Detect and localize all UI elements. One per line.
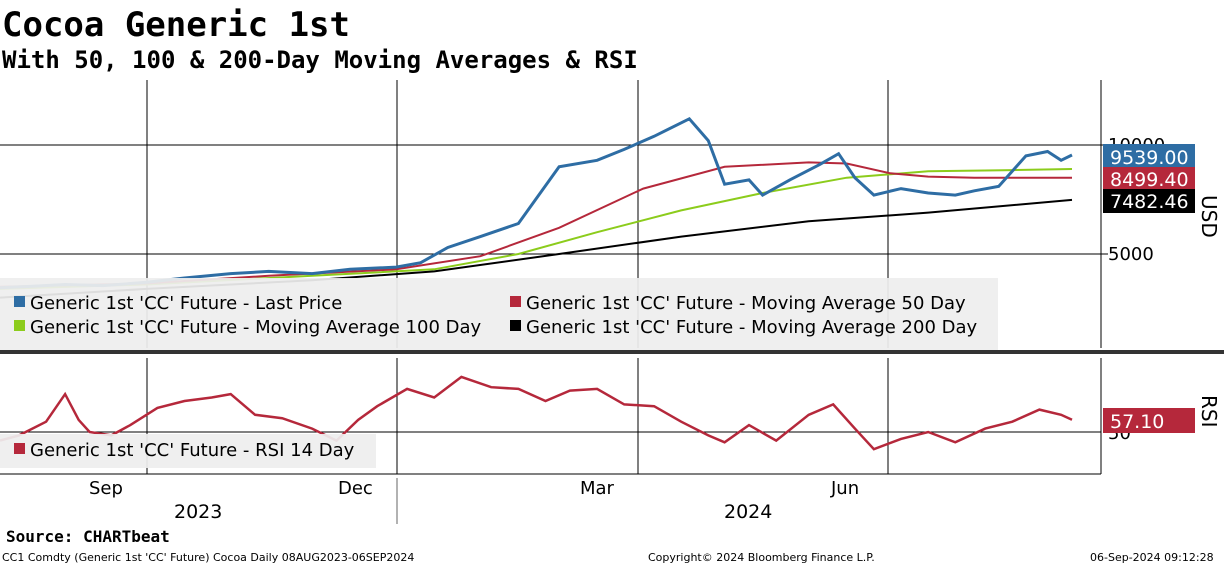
price-series-group (0, 116, 1073, 299)
legend-swatch-price (14, 296, 25, 307)
chart-subtitle: With 50, 100 & 200-Day Moving Averages &… (2, 46, 638, 74)
tag-ma50 (1103, 167, 1195, 191)
rsi-legend-box (0, 434, 376, 468)
xtick-mar: Mar (580, 478, 615, 499)
last-value-tags: 9539.00 8499.40 7482.46 57.10 (1103, 144, 1195, 433)
tag-rsi (1103, 408, 1195, 433)
legend-swatch-ma100 (14, 320, 25, 331)
ma100-line (0, 168, 1073, 290)
year-2023: 2023 (174, 501, 222, 523)
price-legend-box (0, 278, 998, 350)
xtick-dec: Dec (338, 478, 373, 499)
tag-ma200 (1103, 189, 1195, 213)
tag-rsi-text: 57.10 (1110, 411, 1164, 433)
legend-label-ma200: Generic 1st 'CC' Future - Moving Average… (526, 317, 978, 338)
legend-label-ma100: Generic 1st 'CC' Future - Moving Average… (30, 317, 482, 338)
price-axis-title: USD (1197, 195, 1221, 238)
gridlines (0, 80, 1108, 474)
rsi-line (0, 375, 1073, 451)
year-2024: 2024 (724, 501, 772, 523)
ytick-5000: 5000 (1108, 244, 1154, 265)
chart-title: Cocoa Generic 1st (2, 5, 350, 45)
legend-swatch-ma50 (510, 296, 521, 307)
ma50-line (0, 161, 1072, 288)
tag-ma200-text: 7482.46 (1110, 191, 1189, 213)
price-legend: Generic 1st 'CC' Future - Last Price Gen… (14, 293, 978, 338)
source-label: Source: CHARTbeat (6, 527, 170, 546)
legend-label-rsi: Generic 1st 'CC' Future - RSI 14 Day (30, 440, 355, 461)
xtick-sep: Sep (89, 478, 123, 499)
tag-ma50-text: 8499.40 (1110, 169, 1189, 191)
legend-swatch-ma200 (510, 320, 521, 331)
copyright-notice: Copyright© 2024 Bloomberg Finance L.P. (648, 551, 875, 564)
xtick-jun: Jun (830, 478, 859, 499)
panel-divider[interactable] (0, 350, 1224, 354)
timestamp: 06-Sep-2024 09:12:28 (1090, 551, 1214, 564)
legend-label-ma50: Generic 1st 'CC' Future - Moving Average… (526, 293, 966, 314)
last-price-line (0, 116, 1073, 290)
legend-swatch-rsi (14, 443, 25, 454)
security-description: CC1 Comdty (Generic 1st 'CC' Future) Coc… (2, 551, 414, 564)
rsi-axis-title: RSI (1197, 395, 1221, 428)
tag-last-price (1103, 144, 1195, 169)
tag-last-price-text: 9539.00 (1110, 147, 1189, 169)
legend-label-price: Generic 1st 'CC' Future - Last Price (30, 293, 342, 314)
